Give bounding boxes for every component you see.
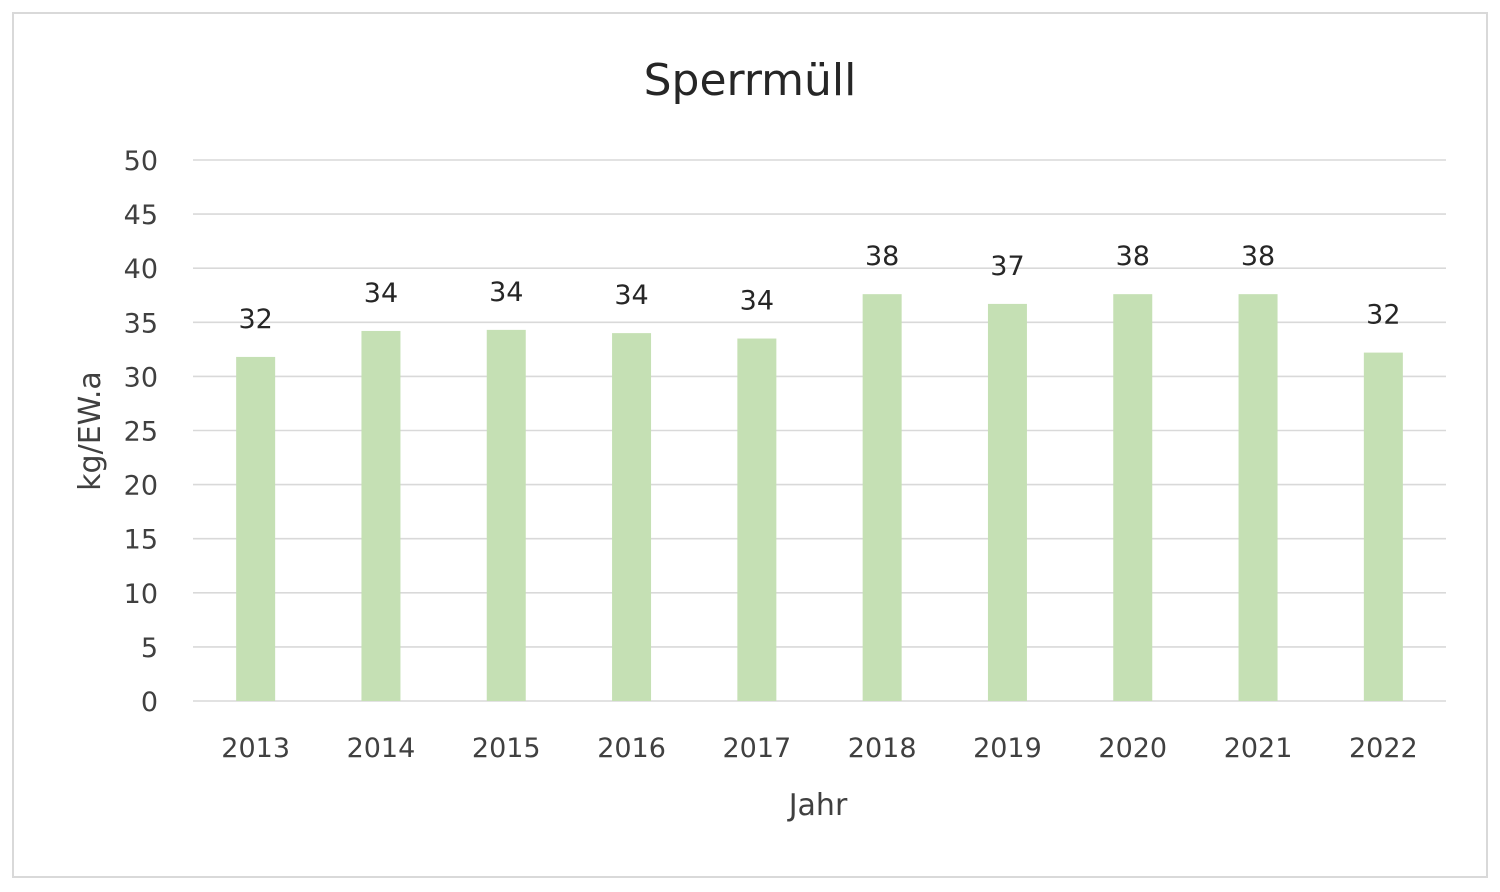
x-tick-label-2015: 2015 <box>472 733 541 764</box>
data-label-2021: 38 <box>1241 241 1275 272</box>
data-label-2020: 38 <box>1116 241 1150 272</box>
y-tick-label: 45 <box>124 200 158 231</box>
y-tick-label: 30 <box>124 362 158 393</box>
y-tick-label: 0 <box>141 687 158 718</box>
gridlines <box>193 159 1446 702</box>
data-label-2022: 32 <box>1366 300 1400 331</box>
x-tick-label-2020: 2020 <box>1098 733 1167 764</box>
x-tick-label-2013: 2013 <box>221 733 290 764</box>
bar-2018 <box>862 294 902 701</box>
data-labels: 32 34 34 34 34 38 37 38 38 32 <box>238 241 1400 335</box>
bar-2013 <box>236 356 276 701</box>
y-tick-label: 10 <box>124 579 158 610</box>
y-tick-label: 20 <box>124 471 158 502</box>
data-label-2014: 34 <box>364 278 398 309</box>
x-tick-label-2022: 2022 <box>1349 733 1418 764</box>
y-axis-title: kg/EW.a <box>73 371 108 491</box>
y-tick-label: 15 <box>124 525 158 556</box>
data-label-2019: 37 <box>990 251 1024 282</box>
y-tick-label: 50 <box>124 146 158 177</box>
bar-2022 <box>1363 352 1403 701</box>
bar-2017 <box>737 338 777 701</box>
data-label-2017: 34 <box>740 286 774 317</box>
x-tick-label-2018: 2018 <box>848 733 917 764</box>
data-label-2018: 38 <box>865 241 899 272</box>
bar-2020 <box>1113 294 1153 701</box>
y-tick-label: 35 <box>124 308 158 339</box>
bar-2016 <box>612 333 652 701</box>
chart-title: Sperrmüll <box>644 55 857 106</box>
data-label-2016: 34 <box>614 280 648 311</box>
x-axis-title: Jahr <box>787 788 848 823</box>
x-tick-label-2016: 2016 <box>597 733 666 764</box>
bar-2019 <box>987 303 1027 701</box>
y-axis-ticks: 0 5 10 15 20 25 30 35 40 45 50 <box>124 146 158 718</box>
x-tick-label-2017: 2017 <box>722 733 791 764</box>
bar-2021 <box>1238 294 1278 701</box>
y-tick-label: 25 <box>124 417 158 448</box>
y-tick-label: 40 <box>124 254 158 285</box>
x-tick-label-2021: 2021 <box>1224 733 1293 764</box>
x-axis-ticks: 2013 2014 2015 2016 2017 2018 2019 2020 2021 2022 <box>221 733 1417 764</box>
data-label-2013: 32 <box>238 304 272 335</box>
bar-2014 <box>361 330 401 701</box>
data-label-2015: 34 <box>489 277 523 308</box>
bars <box>236 294 1403 701</box>
bar-2015 <box>486 329 526 701</box>
y-tick-label: 5 <box>141 633 158 664</box>
x-tick-label-2014: 2014 <box>347 733 416 764</box>
x-tick-label-2019: 2019 <box>973 733 1042 764</box>
